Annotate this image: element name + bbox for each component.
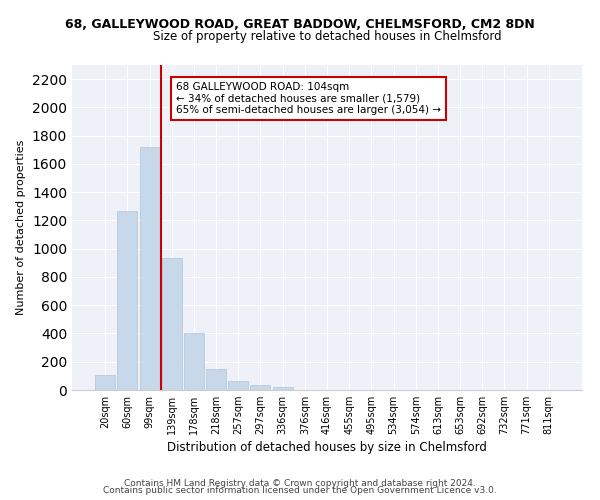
Text: Contains HM Land Registry data © Crown copyright and database right 2024.: Contains HM Land Registry data © Crown c… — [124, 478, 476, 488]
Text: 68 GALLEYWOOD ROAD: 104sqm
← 34% of detached houses are smaller (1,579)
65% of s: 68 GALLEYWOOD ROAD: 104sqm ← 34% of deta… — [176, 82, 441, 115]
Bar — [140, 147, 160, 390]
Title: Size of property relative to detached houses in Chelmsford: Size of property relative to detached ho… — [152, 30, 502, 43]
Bar — [206, 369, 226, 390]
Text: Contains public sector information licensed under the Open Government Licence v3: Contains public sector information licen… — [103, 486, 497, 495]
Bar — [162, 258, 182, 390]
Bar — [272, 387, 293, 390]
Bar — [228, 381, 248, 390]
Text: 68, GALLEYWOOD ROAD, GREAT BADDOW, CHELMSFORD, CM2 8DN: 68, GALLEYWOOD ROAD, GREAT BADDOW, CHELM… — [65, 18, 535, 30]
Bar — [250, 385, 271, 390]
Bar — [184, 333, 204, 390]
Bar — [95, 375, 115, 390]
Bar — [118, 211, 137, 390]
X-axis label: Distribution of detached houses by size in Chelmsford: Distribution of detached houses by size … — [167, 442, 487, 454]
Y-axis label: Number of detached properties: Number of detached properties — [16, 140, 26, 315]
